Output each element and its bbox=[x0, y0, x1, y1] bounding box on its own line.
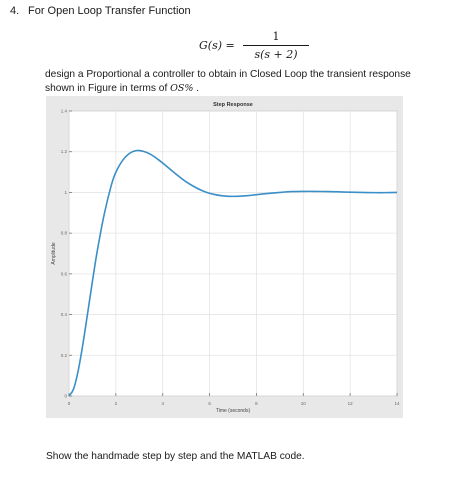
step-response-line bbox=[68, 149, 398, 397]
instruction-os-term: OS% bbox=[170, 83, 194, 94]
y-tick-label: 0.8 bbox=[61, 231, 68, 236]
x-tick-label: 4 bbox=[161, 401, 164, 406]
instruction-end: . bbox=[193, 83, 200, 94]
x-tick-label: 6 bbox=[208, 401, 211, 406]
question-title: For Open Loop Transfer Function bbox=[28, 5, 191, 17]
fraction-bar bbox=[243, 45, 309, 46]
y-tick-label: 1.2 bbox=[61, 149, 68, 154]
y-tick-label: 0 bbox=[64, 394, 67, 399]
formula-fraction: 1 s(s + 2) bbox=[243, 30, 309, 61]
x-tick-label: 14 bbox=[394, 401, 400, 406]
y-tick-label: 0.2 bbox=[61, 353, 68, 358]
formula-numerator: 1 bbox=[272, 30, 280, 43]
instruction-paragraph: design a Proportional a controller to ob… bbox=[45, 68, 435, 96]
instruction-text: design a Proportional a controller to ob… bbox=[45, 69, 411, 94]
x-tick-label: 2 bbox=[115, 401, 118, 406]
y-tick-label: 0.6 bbox=[61, 271, 68, 276]
closing-instruction: Show the handmade step by step and the M… bbox=[46, 451, 305, 462]
formula-lhs: G(s) = bbox=[199, 39, 235, 52]
x-tick-label: 0 bbox=[68, 401, 71, 406]
step-response-chart: 0 2 4 6 8 10 12 14 0 0.2 0.4 0.6 0.8 1 1.2 1.4 Step Resp… bbox=[51, 102, 400, 414]
x-tick-label: 12 bbox=[348, 401, 354, 406]
x-tick-label: 10 bbox=[301, 401, 307, 406]
chart-title: Step Response bbox=[213, 102, 253, 108]
x-axis-label: Time (seconds) bbox=[216, 408, 251, 414]
y-axis-label: Amplitude bbox=[51, 242, 57, 264]
question-number: 4. bbox=[10, 5, 20, 17]
x-tick-label: 8 bbox=[255, 401, 258, 406]
y-tick-label: 1 bbox=[64, 190, 67, 195]
plot-area bbox=[68, 110, 398, 397]
y-tick-label: 1.4 bbox=[61, 109, 68, 114]
step-response-figure: 0 2 4 6 8 10 12 14 0 0.2 0.4 0.6 0.8 1 1.2 1.4 Step Resp… bbox=[46, 96, 403, 418]
formula-denominator: s(s + 2) bbox=[254, 48, 298, 61]
y-tick-label: 0.4 bbox=[61, 312, 68, 317]
